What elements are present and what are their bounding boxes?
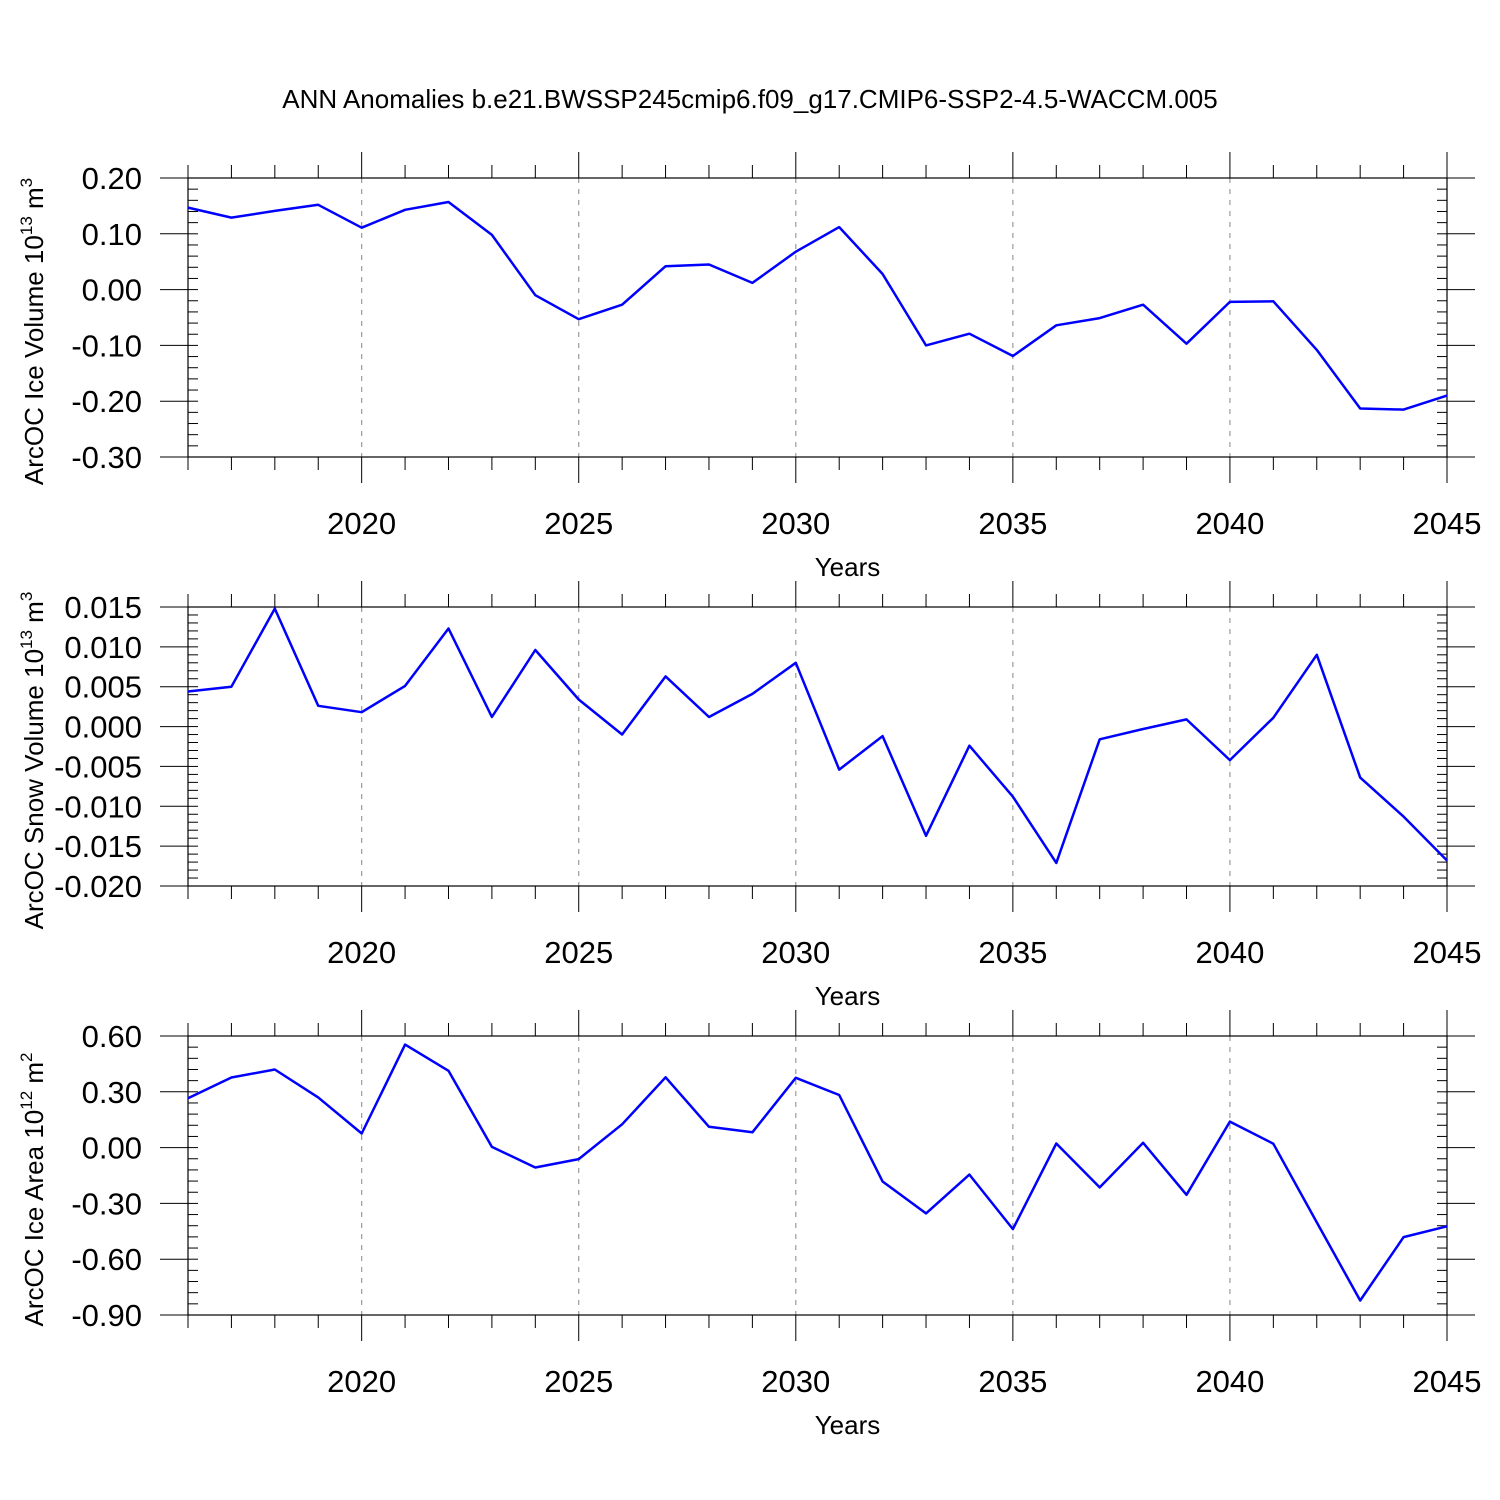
y-tick-label: -0.90 <box>71 1298 142 1333</box>
y-tick-label: 0.00 <box>82 1131 142 1166</box>
y-tick-label: 0.015 <box>64 590 142 625</box>
x-axis-label: Years <box>815 1410 881 1440</box>
x-tick-label: 2040 <box>1195 935 1264 970</box>
y-tick-label: -0.30 <box>71 440 142 475</box>
x-tick-label: 2040 <box>1195 506 1264 541</box>
chart-panel-2: 0.015 0.010 0.005 0.000 -0.005 -0.010 -0.015 -0… <box>17 581 1481 1011</box>
y-tick-label: -0.005 <box>54 749 142 784</box>
y-axis-label: ArcOC Ice Area 1012 m2 <box>17 1052 49 1326</box>
x-tick-label: 2020 <box>327 935 396 970</box>
y-tick-label: 0.30 <box>82 1075 142 1110</box>
y-tick-label: -0.015 <box>54 829 142 864</box>
series-line-1-1 <box>187 200 1448 411</box>
plot-frame <box>187 606 1448 887</box>
series-line-2-1 <box>187 607 1448 865</box>
x-tick-label: 2025 <box>544 506 613 541</box>
y-tick-label: 0.10 <box>82 217 142 252</box>
x-tick-label: 2045 <box>1413 935 1482 970</box>
y-tick-label: -0.20 <box>71 384 142 419</box>
y-tick-label: -0.10 <box>71 328 142 363</box>
x-tick-label: 2025 <box>544 1364 613 1399</box>
y-tick-label: 0.000 <box>64 710 142 745</box>
y-tick-label: 0.005 <box>64 670 142 705</box>
y-tick-label: -0.010 <box>54 789 142 824</box>
figure-title: ANN Anomalies b.e21.BWSSP245cmip6.f09_g1… <box>282 84 1218 114</box>
plot-frame <box>187 1035 1448 1316</box>
y-tick-label: 0.00 <box>82 273 142 308</box>
x-tick-label: 2040 <box>1195 1364 1264 1399</box>
series-line-3-1 <box>187 1043 1448 1302</box>
y-tick-label: 0.20 <box>82 161 142 196</box>
x-tick-label: 2030 <box>761 935 830 970</box>
x-tick-label: 2020 <box>327 506 396 541</box>
x-axis-label: Years <box>815 552 881 582</box>
plot-frame <box>187 177 1448 458</box>
x-tick-label: 2020 <box>327 1364 396 1399</box>
x-tick-label: 2045 <box>1413 506 1482 541</box>
chart-panel-3: 0.60 0.30 0.00 -0.30 -0.60 -0.90 2020 2025 2030 2… <box>17 1010 1481 1440</box>
y-tick-label: -0.60 <box>71 1242 142 1277</box>
x-tick-label: 2025 <box>544 935 613 970</box>
y-tick-label: -0.30 <box>71 1186 142 1221</box>
x-tick-label: 2030 <box>761 1364 830 1399</box>
x-tick-label: 2045 <box>1413 1364 1482 1399</box>
chart-panel-1: 0.20 0.10 0.00 -0.10 -0.20 -0.30 2020 2025 2030 2… <box>17 152 1481 582</box>
x-tick-label: 2035 <box>978 935 1047 970</box>
x-tick-label: 2035 <box>978 506 1047 541</box>
y-axis-label: ArcOC Snow Volume 1013 m3 <box>17 592 49 930</box>
y-tick-label: 0.60 <box>82 1019 142 1054</box>
y-tick-label: 0.010 <box>64 630 142 665</box>
x-axis-label: Years <box>815 981 881 1011</box>
x-tick-label: 2035 <box>978 1364 1047 1399</box>
y-tick-label: -0.020 <box>54 869 142 904</box>
x-tick-label: 2030 <box>761 506 830 541</box>
y-axis-label: ArcOC Ice Volume 1013 m3 <box>17 178 49 485</box>
